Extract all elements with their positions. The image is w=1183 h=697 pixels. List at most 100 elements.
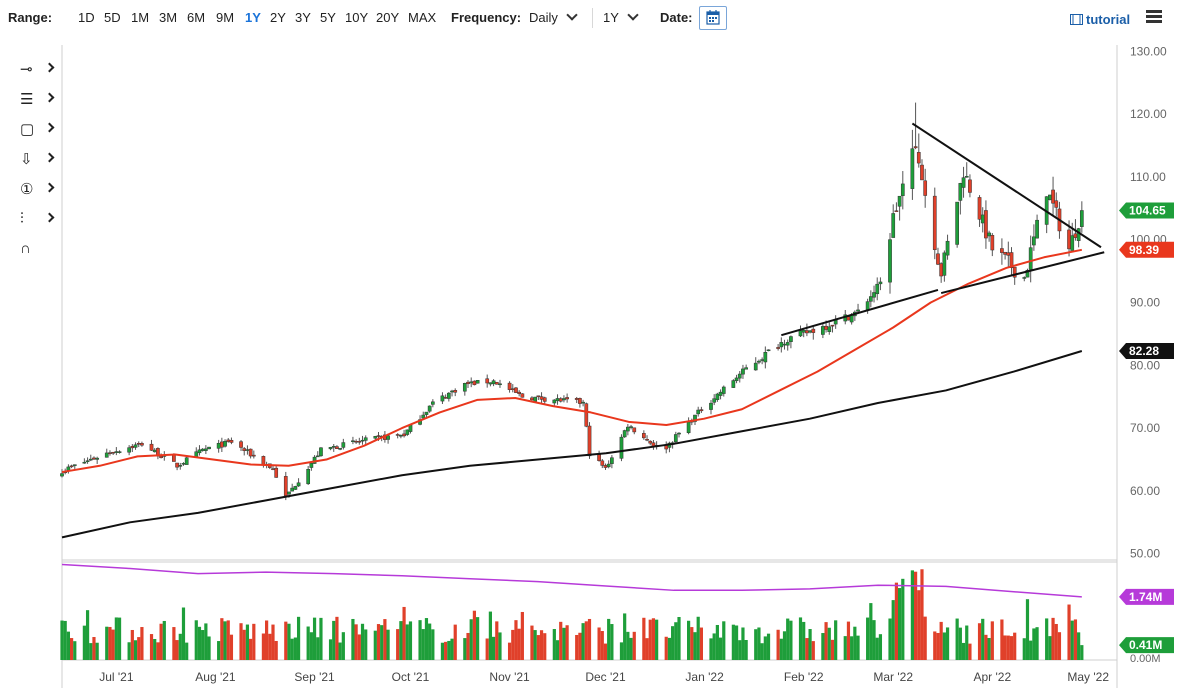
range-button-20y[interactable]: 20Y [376,10,400,25]
range-button-max[interactable]: MAX [408,10,437,25]
candle-up [450,390,454,393]
volume-bar [223,621,227,660]
candle-up [875,283,880,295]
volume-bar [514,620,518,660]
volume-bar [648,619,652,660]
range-button-1y[interactable]: 1Y [245,10,261,25]
candle-down [645,439,649,441]
volume-bar [533,630,537,660]
range-button-1m[interactable]: 1M [131,10,150,25]
volume-bar [175,640,179,660]
range-button-2y[interactable]: 2Y [270,10,286,25]
counter-tool-button[interactable]: ① [18,180,58,202]
candle-down [514,387,518,393]
candle-down [485,378,490,384]
range-button-5d[interactable]: 5D [104,10,121,25]
candle-up [216,442,221,449]
volume-bar [408,621,413,660]
range-button-10y[interactable]: 10Y [345,10,369,25]
x-tick-label: Dec '21 [585,670,626,684]
rectangle-tool-button[interactable]: ▢ [18,120,58,142]
period-dropdown[interactable]: 1Y [603,9,639,26]
volume-bar [539,630,544,660]
candle-up [721,386,726,394]
volume-bar [651,618,656,660]
candle-up [469,381,474,384]
volume-bar [664,636,668,660]
volume-bar [623,613,627,660]
trendline[interactable] [940,251,1105,295]
volume-bar [511,629,515,660]
volume-bar [66,631,70,660]
arrow-tool-button[interactable]: ⇩ [18,150,58,172]
candle-up [562,398,566,401]
candle-up [360,439,365,442]
trendline[interactable] [781,288,939,337]
volume-bar [607,618,611,660]
pitchfork-icon: ⫶ [20,210,24,227]
candle-down [111,451,116,454]
volume-bar [485,638,489,660]
volume-bar [779,638,783,660]
volume-bar [555,640,560,660]
volume-bar [373,630,377,660]
candle-up [104,452,109,458]
candle-down [357,441,362,443]
candle-down [923,180,928,196]
candle-up [782,343,787,346]
volume-bar [1070,620,1074,660]
crosshair-tool-button[interactable]: ⊸ [18,60,58,82]
range-button-3y[interactable]: 3Y [295,10,311,25]
volume-bar [958,627,962,660]
candle-up [440,395,445,402]
volume-bar [965,625,969,660]
candle-up [763,352,768,363]
hamburger-menu-icon[interactable] [1146,10,1162,24]
candle-up [88,458,93,461]
range-button-3m[interactable]: 3M [159,10,178,25]
volume-bar [1051,617,1055,660]
volume-bar [133,640,138,660]
candle-down [1067,229,1071,250]
volume-bar [843,636,847,660]
volume-bar [491,636,496,660]
volume-bar [261,633,266,660]
candle-up [287,491,291,495]
candle-down [936,253,940,265]
range-button-9m[interactable]: 9M [216,10,235,25]
volume-bar [782,631,787,660]
pitchfork-tool-button[interactable]: ⫶ [18,210,58,232]
tutorial-link[interactable]: tutorial [1070,12,1130,27]
volume-bar [1048,636,1052,660]
volume-bar [1029,640,1033,660]
frequency-dropdown[interactable]: Daily [529,9,578,26]
volume-bar [805,638,809,660]
calendar-icon[interactable] [699,6,727,30]
candle-up [712,398,717,403]
volume-bar [850,636,854,660]
range-label: Range: [8,10,53,25]
volume-bar [776,629,780,660]
volume-bar [655,619,659,660]
fibonacci-tool-button[interactable]: ☰ [18,90,58,112]
volume-bar [220,618,224,660]
range-button-1d[interactable]: 1D [78,10,95,25]
range-button-6m[interactable]: 6M [187,10,206,25]
candle-up [910,148,915,189]
volume-bar [201,630,205,660]
volume-bar [380,625,384,660]
volume-average-badge: 1.74M [1119,588,1174,605]
volume-bar [306,626,310,660]
moving-average-fast-line [61,248,1083,474]
range-button-5y[interactable]: 5Y [320,10,336,25]
volume-bar [265,620,269,660]
svg-text:98.39: 98.39 [1129,243,1159,257]
line-tool-icon: ⊸ [20,61,33,78]
trendline[interactable] [911,122,1102,249]
magnet-tool-button[interactable]: ∩ [18,240,58,262]
volume-bar [578,632,582,660]
volume-bar [731,624,735,660]
volume-bar [543,633,547,660]
volume-bar [293,637,297,660]
